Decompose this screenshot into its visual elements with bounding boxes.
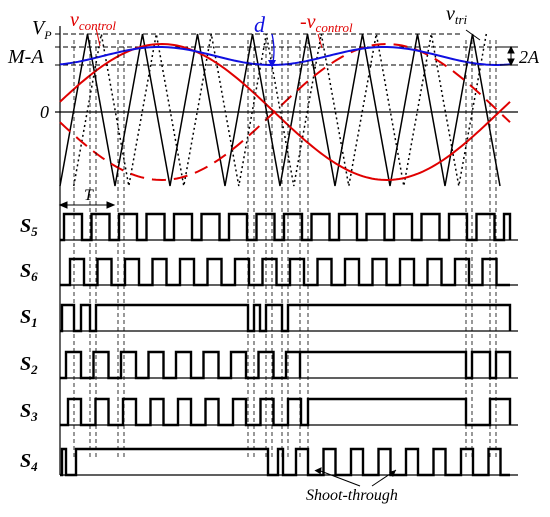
- vtri-label: vtri: [446, 3, 468, 27]
- carrier-triangle-wave-dotted: [73, 33, 488, 187]
- neg-vcontrol-label: -vcontrol: [300, 11, 353, 35]
- signal-waveform: [60, 257, 510, 287]
- signal-label: S1: [20, 306, 38, 330]
- duty-label: d: [254, 12, 266, 37]
- guide-lines: [55, 33, 510, 66]
- carrier-triangle-wave: [59, 33, 501, 187]
- vtri-pointer-line: [465, 29, 481, 41]
- neg-vcontrol-curve: [59, 42, 511, 182]
- signal-row-s4: S4: [20, 447, 518, 477]
- carrier-comparison-plot: VP M-A 0 vcontrol d -vcontrol vtri 2A T: [7, 3, 540, 475]
- vcontrol-label: vcontrol: [70, 9, 116, 33]
- switching-signals: S5 S6 S1 S2 S3 S4: [20, 212, 518, 477]
- signal-label: S5: [20, 215, 38, 239]
- switching-drop-lines: [73, 40, 497, 460]
- signal-row-s1: S1: [20, 303, 518, 333]
- shoot-through-annotation: Shoot-through: [306, 467, 398, 504]
- two-a-bracket: [500, 45, 518, 67]
- signal-waveform: [60, 303, 512, 333]
- signal-waveform: [60, 350, 512, 380]
- m-minus-a-label: M-A: [7, 46, 44, 68]
- signal-row-s6: S6: [20, 257, 518, 287]
- signal-waveform: [60, 212, 512, 242]
- d-pointer-arrowhead: [268, 60, 276, 68]
- shoot-through-label: Shoot-through: [306, 487, 398, 504]
- signal-waveform: [60, 447, 510, 477]
- signal-label: S3: [20, 400, 38, 424]
- signal-row-s3: S3: [20, 397, 518, 427]
- zero-label: 0: [40, 102, 49, 122]
- signal-row-s5: S5: [20, 212, 518, 242]
- two-a-label: 2A: [519, 47, 540, 67]
- vcontrol-pointer-line: [95, 27, 101, 47]
- signal-label: S6: [20, 260, 38, 284]
- period-label: T: [84, 187, 94, 204]
- period-marker: [58, 201, 116, 209]
- signal-label: S4: [20, 450, 38, 474]
- neg-vcontrol-pointer-line: [317, 33, 323, 49]
- signal-waveform: [60, 397, 512, 427]
- signal-row-s2: S2: [20, 350, 518, 380]
- signal-label: S2: [20, 353, 38, 377]
- vp-label: VP: [32, 17, 52, 42]
- duty-curve: [59, 46, 511, 66]
